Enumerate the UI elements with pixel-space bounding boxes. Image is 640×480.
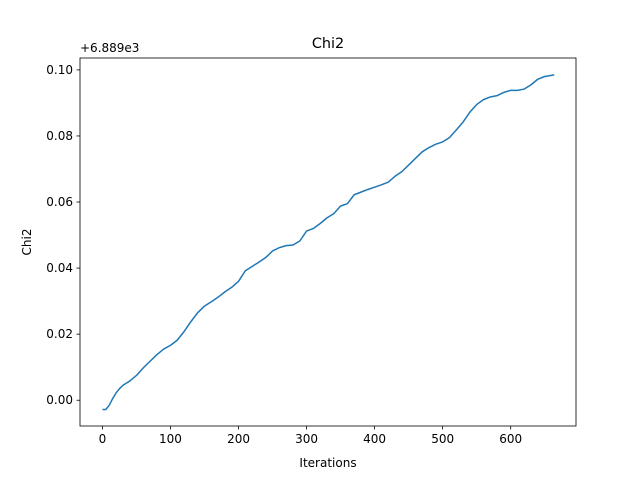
y-tick-label: 0.10 xyxy=(46,63,73,77)
x-axis-ticks: 0 100 200 300 400 500 600 xyxy=(99,426,522,446)
x-tick-label: 300 xyxy=(295,432,318,446)
x-tick-label: 200 xyxy=(227,432,250,446)
x-tick-label: 400 xyxy=(363,432,386,446)
y-axis-ticks: 0.00 0.02 0.04 0.06 0.08 0.10 xyxy=(46,63,80,407)
x-tick-label: 600 xyxy=(499,432,522,446)
y-tick-label: 0.04 xyxy=(46,261,73,275)
y-tick-label: 0.02 xyxy=(46,327,73,341)
axes-frame xyxy=(79,57,577,427)
y-offset-text: +6.889e3 xyxy=(80,41,139,55)
y-tick-label: 0.06 xyxy=(46,195,73,209)
y-tick-label: 0.08 xyxy=(46,129,73,143)
x-tick-label: 500 xyxy=(431,432,454,446)
x-tick-label: 0 xyxy=(99,432,107,446)
y-tick-label: 0.00 xyxy=(46,393,73,407)
chart-title: Chi2 xyxy=(312,36,344,52)
y-axis-label: Chi2 xyxy=(20,229,34,256)
x-axis-label: Iterations xyxy=(299,456,356,470)
series-line xyxy=(102,74,555,411)
x-tick-label: 100 xyxy=(159,432,182,446)
plot-area xyxy=(102,74,555,411)
